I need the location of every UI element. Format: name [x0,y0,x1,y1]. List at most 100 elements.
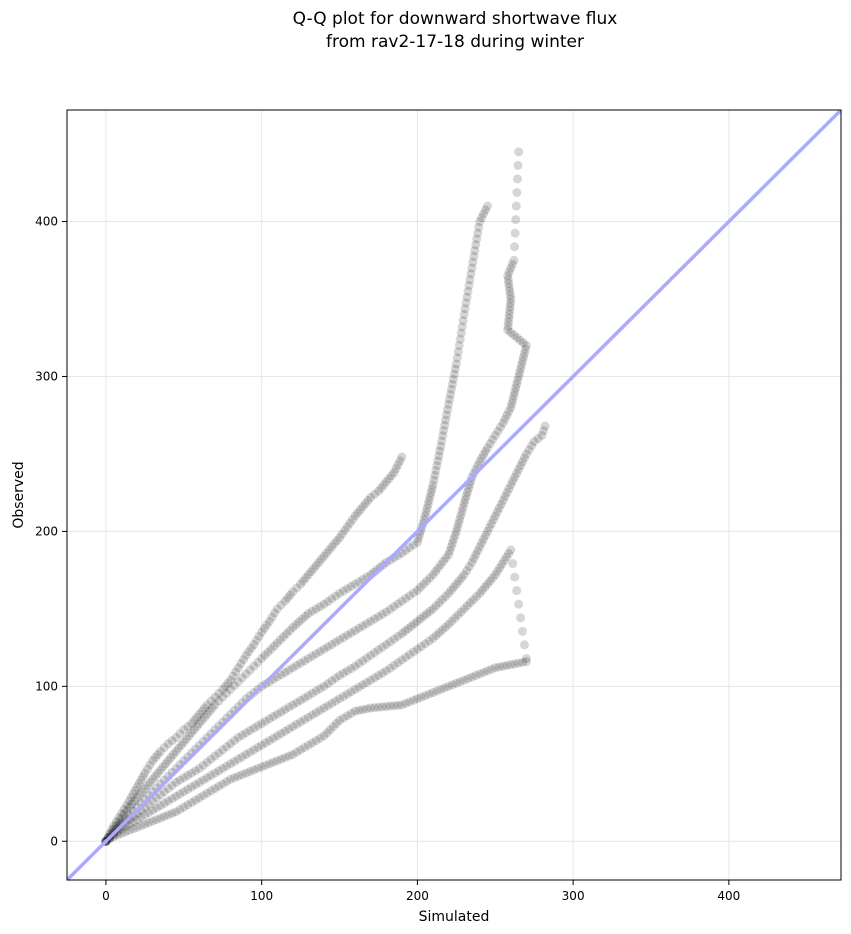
data-point [272,709,282,719]
data-point [377,668,387,678]
data-point [512,586,522,596]
data-point [303,570,313,580]
data-point [510,572,520,582]
data-point [264,616,274,626]
data-point [155,813,165,823]
data-point [482,443,492,453]
data-point [299,715,309,725]
data-point [512,468,522,478]
data-point [269,641,279,651]
x-tick-label: 300 [562,889,585,903]
data-point [218,692,228,702]
data-point [395,456,405,466]
data-point [389,660,399,670]
data-point [168,750,178,760]
data-point [475,217,485,227]
reference-line [67,110,841,880]
data-point [381,477,391,487]
data-point [345,518,355,528]
data-point [111,817,121,827]
data-point [499,556,509,566]
data-point [432,686,442,696]
data-point [264,759,274,769]
data-point [346,708,356,718]
data-point [422,503,432,513]
data-point [229,736,239,746]
data-point [362,653,372,663]
data-point [444,588,454,598]
data-point [470,246,480,256]
data-point [342,711,352,721]
data-point [303,691,313,701]
data-point [393,460,403,470]
data-point [307,688,317,698]
y-tick-label: 200 [35,524,58,538]
data-point [226,759,236,769]
data-point [482,579,492,589]
data-point [194,709,204,719]
data-point [303,740,313,750]
data-point [338,633,348,643]
data-point [457,573,467,583]
data-point [506,480,516,490]
data-point [237,752,247,762]
data-point [409,695,419,705]
data-point [509,330,519,340]
data-point [354,577,364,587]
data-point [237,673,247,683]
data-point [236,659,246,669]
data-point [358,656,368,666]
data-point [306,567,316,577]
data-point [350,579,360,589]
data-point [292,747,302,757]
data-point [420,691,430,701]
data-point [198,791,208,801]
data-point [397,596,407,606]
data-point [467,263,477,273]
data-point [276,754,286,764]
data-point [245,665,255,675]
data-point [319,644,329,654]
data-point [400,626,410,636]
data-point [504,310,514,320]
data-point [303,712,313,722]
data-point [311,649,321,659]
data-point [241,750,251,760]
data-point [360,499,370,509]
data-point [237,770,247,780]
data-point [353,508,363,518]
data-point [505,302,515,312]
data-point [437,436,447,446]
data-point [292,583,302,593]
data-point [335,670,345,680]
data-point [442,410,452,420]
x-tick-label: 100 [250,889,273,903]
data-point [340,525,350,535]
data-point [128,789,138,799]
data-point [504,549,514,559]
data-point [475,669,485,679]
data-point [527,441,537,451]
data-point [117,808,127,818]
data-point [460,304,470,314]
data-point [366,492,376,502]
data-point [331,696,341,706]
data-point [117,829,127,839]
data-point [366,703,376,713]
data-point [454,576,464,586]
data-point [412,616,422,626]
data-point [175,775,185,785]
x-axis-label: Simulated [419,909,490,925]
data-point [518,352,528,362]
data-point [288,750,298,760]
data-point [268,757,278,767]
data-point [518,338,528,348]
data-point [179,787,189,797]
data-point [205,706,215,716]
data-point [490,511,500,521]
data-point [266,644,276,654]
data-point [202,773,212,783]
data-point [284,751,294,761]
data-point [152,793,162,803]
data-point [245,725,255,735]
